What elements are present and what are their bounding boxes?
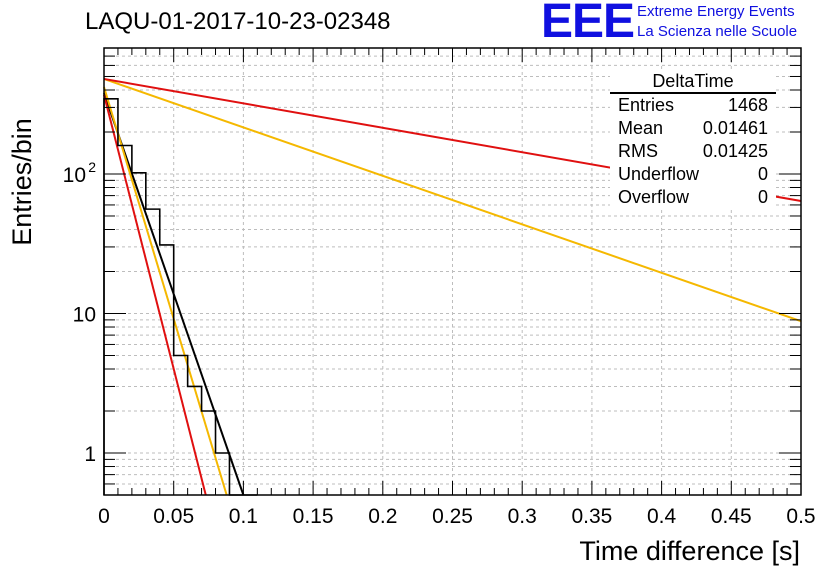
x-tick-label: 0: [98, 505, 110, 528]
axis-ticks: [103, 47, 802, 496]
x-tick-label: 0.2: [368, 505, 397, 528]
x-tick-label: 0.45: [711, 505, 752, 528]
stats-label: Mean: [618, 118, 664, 138]
x-tick-label: 0.25: [432, 505, 473, 528]
fit-curve: [103, 78, 802, 323]
grid-lines: [104, 48, 801, 495]
stats-value: 0: [757, 187, 768, 207]
stats-row-entries: Entries 1468: [610, 94, 776, 117]
chart-title: LAQU-01-2017-10-23-02348: [85, 8, 391, 35]
x-tick-label: 0.05: [153, 505, 194, 528]
histogram-outline: [103, 97, 258, 496]
stats-row-underflow: Underflow 0: [610, 163, 776, 186]
stats-label: Underflow: [618, 164, 700, 184]
x-tick-label: 0.5: [786, 505, 815, 528]
fit-curve: [103, 86, 228, 496]
y-tick-exponent: 2: [88, 159, 96, 175]
x-tick-label: 0.3: [508, 505, 537, 528]
x-tick-label: 0.15: [293, 505, 334, 528]
x-tick-label: 0.4: [647, 505, 677, 528]
x-axis-title: Time difference [s]: [579, 536, 800, 566]
stats-title: DeltaTime: [610, 70, 776, 94]
stats-box: DeltaTime Entries 1468 Mean 0.01461 RMS …: [610, 70, 776, 209]
logo-line-2: La Scienza nelle Scuole: [637, 23, 798, 40]
y-tick-label: 10: [63, 164, 86, 187]
stats-value: 0.01461: [702, 118, 768, 138]
stats-value: 1468: [727, 95, 768, 115]
stats-row-mean: Mean 0.01461: [610, 117, 776, 140]
fit-curve: [103, 94, 207, 496]
stats-value: 0.01425: [702, 141, 768, 161]
eee-logo: EEE: [541, 0, 635, 48]
stats-label: Overflow: [618, 187, 690, 207]
y-tick-label: 10: [73, 303, 96, 326]
logo-line-1: Extreme Energy Events: [637, 3, 795, 20]
stats-value: 0: [757, 164, 768, 184]
tick-labels: 0 0.05 0.1 0.15 0.2 0.25 0.3 0.35 0.4 0.45 0.5 1 10 1…: [63, 159, 816, 528]
stats-label: Entries: [618, 95, 675, 115]
x-tick-label: 0.1: [229, 505, 258, 528]
histogram: [103, 97, 258, 496]
y-axis-title: Entries/bin: [7, 118, 37, 246]
stats-row-rms: RMS 0.01425: [610, 140, 776, 163]
stats-label: RMS: [618, 141, 658, 161]
y-tick-label: 1: [84, 443, 96, 466]
stats-row-overflow: Overflow 0: [610, 186, 776, 209]
x-tick-label: 0.35: [571, 505, 612, 528]
